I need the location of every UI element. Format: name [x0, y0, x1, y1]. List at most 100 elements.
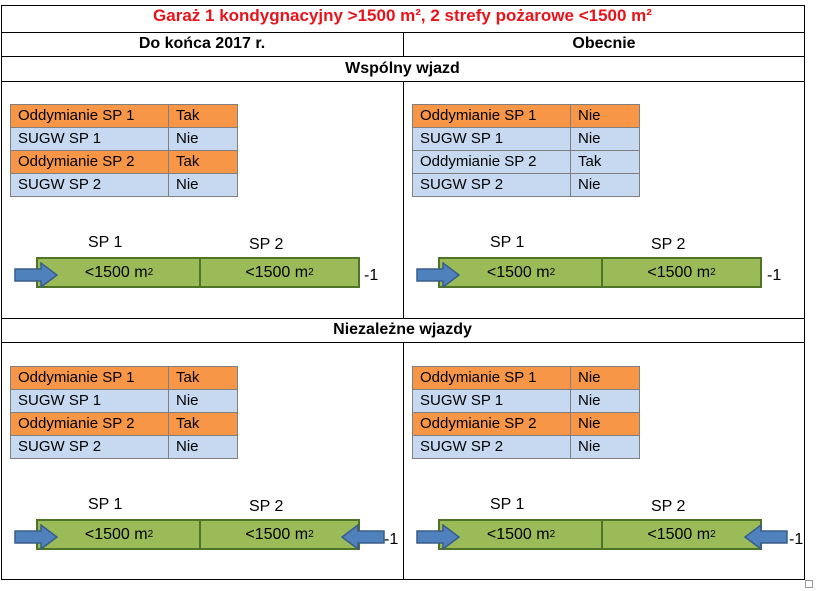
zone-divider [199, 521, 201, 548]
level-label: -1 [789, 531, 804, 548]
area-exponent: 2 [710, 267, 716, 278]
table-row: SUGW SP 1 Nie [412, 127, 640, 151]
level-label: -1 [364, 267, 379, 284]
table-row: SUGW SP 1 Nie [10, 389, 238, 413]
section-header-shared-entry: Wspólny wjazd [345, 60, 460, 77]
system-name: Oddymianie SP 2 [10, 412, 169, 436]
resize-handle[interactable] [805, 580, 813, 588]
system-name: Oddymianie SP 2 [412, 412, 571, 436]
table-row: SUGW SP 1 Nie [412, 389, 640, 413]
fire-systems-table: Oddymianie SP 1 Tak SUGW SP 1 Nie Oddymian… [10, 104, 238, 197]
table-row: Oddymianie SP 2 Tak [10, 412, 238, 436]
system-status: Tak [168, 150, 238, 174]
system-name: SUGW SP 1 [412, 389, 571, 413]
system-name: SUGW SP 2 [10, 435, 169, 459]
grid-line-middle [403, 81, 404, 319]
zone-label-sp1: SP 1 [490, 496, 525, 513]
system-status: Nie [168, 173, 238, 197]
grid-line-middle [403, 342, 404, 580]
table-row: SUGW SP 1 Nie [10, 127, 238, 151]
grid-line-left [1, 5, 2, 580]
arrow-right-icon [416, 262, 460, 288]
level-label: -1 [384, 531, 399, 548]
section-header-independent-entries: Niezależne wjazdy [333, 321, 472, 338]
area-text: <1500 m [486, 263, 550, 281]
zone-divider [601, 259, 603, 286]
fire-systems-table: Oddymianie SP 1 Nie SUGW SP 1 Nie Oddymian… [412, 366, 640, 459]
system-name: Oddymianie SP 1 [10, 104, 169, 128]
area-text: <1500 m [84, 263, 148, 281]
arrow-left-icon [744, 524, 788, 550]
zone-divider [601, 521, 603, 548]
system-status: Nie [570, 435, 640, 459]
table-row: SUGW SP 2 Nie [10, 173, 238, 197]
table-row: Oddymianie SP 2 Tak [10, 150, 238, 174]
system-status: Tak [570, 150, 640, 174]
table-row: Oddymianie SP 2 Tak [412, 150, 640, 174]
table-row: Oddymianie SP 2 Nie [412, 412, 640, 436]
system-status: Nie [570, 412, 640, 436]
system-status: Nie [168, 127, 238, 151]
system-status: Tak [168, 412, 238, 436]
system-status: Nie [570, 389, 640, 413]
zone-label-sp2: SP 2 [651, 498, 686, 515]
system-name: SUGW SP 1 [10, 127, 169, 151]
area-text: <1500 m [84, 525, 148, 543]
system-name: Oddymianie SP 1 [412, 366, 571, 390]
area-exponent: 2 [710, 529, 716, 540]
area-text: <1500 m [647, 525, 711, 543]
zone-label-sp1: SP 1 [88, 496, 123, 513]
table-row: SUGW SP 2 Nie [412, 435, 640, 459]
arrow-left-icon [341, 524, 385, 550]
area-text: <1500 m [245, 263, 309, 281]
fire-systems-table: Oddymianie SP 1 Tak SUGW SP 1 Nie Oddymian… [10, 366, 238, 459]
zone-label-sp1: SP 1 [490, 234, 525, 251]
area-exponent: 2 [147, 267, 154, 278]
area-text: <1500 m [245, 525, 309, 543]
zone-label-sp2: SP 2 [249, 236, 284, 253]
arrow-right-icon [14, 524, 58, 550]
system-name: SUGW SP 1 [412, 127, 571, 151]
system-name: Oddymianie SP 2 [10, 150, 169, 174]
system-name: SUGW SP 2 [412, 173, 571, 197]
level-label: -1 [767, 267, 782, 284]
column-header-right: Obecnie [572, 35, 636, 52]
table-row: Oddymianie SP 1 Tak [10, 366, 238, 390]
system-status: Nie [570, 173, 640, 197]
area-exponent: 2 [549, 529, 556, 540]
table-row: SUGW SP 2 Nie [10, 435, 238, 459]
system-name: SUGW SP 2 [412, 435, 571, 459]
arrow-right-icon [416, 524, 460, 550]
area-text: <1500 m [647, 263, 711, 281]
area-exponent: 2 [308, 267, 314, 278]
system-status: Nie [168, 389, 238, 413]
page-title: Garaż 1 kondygnacyjny >1500 m², 2 strefy… [153, 6, 652, 25]
system-status: Tak [168, 366, 238, 390]
table-row: SUGW SP 2 Nie [412, 173, 640, 197]
system-name: SUGW SP 2 [10, 173, 169, 197]
zone-label-sp1: SP 1 [88, 234, 123, 251]
system-name: Oddymianie SP 2 [412, 150, 571, 174]
arrow-right-icon [14, 262, 58, 288]
system-status: Tak [168, 104, 238, 128]
area-exponent: 2 [308, 529, 314, 540]
zone-label-sp2: SP 2 [651, 236, 686, 253]
system-name: Oddymianie SP 1 [10, 366, 169, 390]
system-status: Nie [168, 435, 238, 459]
area-text: <1500 m [486, 525, 550, 543]
area-exponent: 2 [147, 529, 154, 540]
table-row: Oddymianie SP 1 Tak [10, 104, 238, 128]
table-row: Oddymianie SP 1 Nie [412, 104, 640, 128]
system-name: Oddymianie SP 1 [412, 104, 571, 128]
